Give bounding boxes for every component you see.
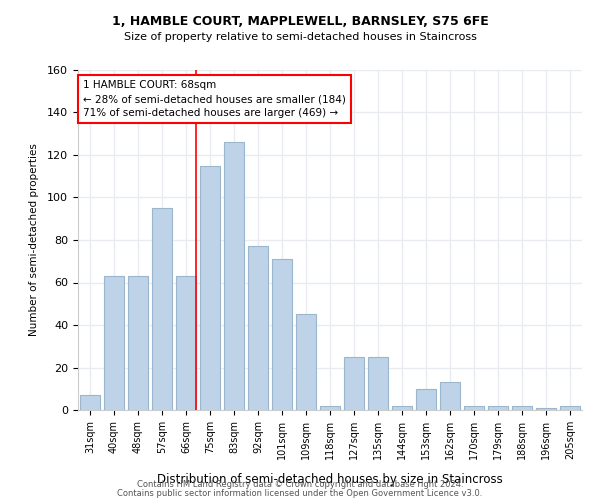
Bar [320, 406, 340, 410]
Bar [200, 166, 220, 410]
Bar [512, 406, 532, 410]
Bar [224, 142, 244, 410]
Text: 1 HAMBLE COURT: 68sqm
← 28% of semi-detached houses are smaller (184)
71% of sem: 1 HAMBLE COURT: 68sqm ← 28% of semi-deta… [83, 80, 346, 118]
Text: Contains HM Land Registry data © Crown copyright and database right 2024.: Contains HM Land Registry data © Crown c… [137, 480, 463, 489]
Text: 1, HAMBLE COURT, MAPPLEWELL, BARNSLEY, S75 6FE: 1, HAMBLE COURT, MAPPLEWELL, BARNSLEY, S… [112, 15, 488, 28]
Bar [560, 406, 580, 410]
Bar [248, 246, 268, 410]
Bar [392, 406, 412, 410]
Bar [272, 259, 292, 410]
Bar [80, 395, 100, 410]
Bar [344, 357, 364, 410]
Bar [128, 276, 148, 410]
Bar [104, 276, 124, 410]
Bar [368, 357, 388, 410]
Text: Size of property relative to semi-detached houses in Staincross: Size of property relative to semi-detach… [124, 32, 476, 42]
Bar [152, 208, 172, 410]
Bar [176, 276, 196, 410]
X-axis label: Distribution of semi-detached houses by size in Staincross: Distribution of semi-detached houses by … [157, 473, 503, 486]
Bar [536, 408, 556, 410]
Bar [440, 382, 460, 410]
Bar [464, 406, 484, 410]
Bar [296, 314, 316, 410]
Bar [416, 389, 436, 410]
Y-axis label: Number of semi-detached properties: Number of semi-detached properties [29, 144, 39, 336]
Text: Contains public sector information licensed under the Open Government Licence v3: Contains public sector information licen… [118, 489, 482, 498]
Bar [488, 406, 508, 410]
